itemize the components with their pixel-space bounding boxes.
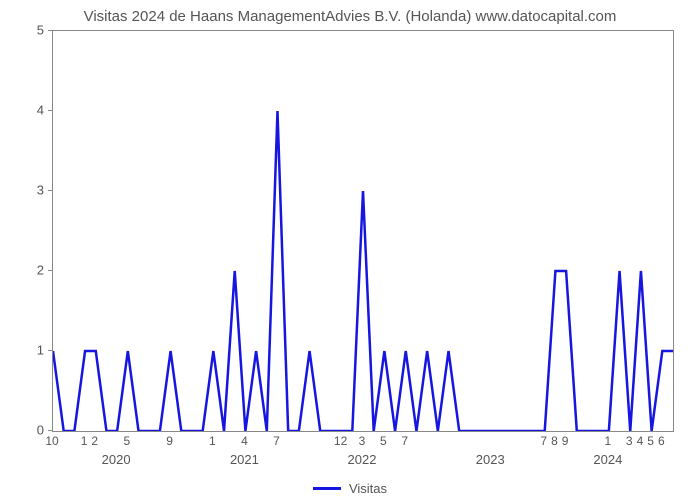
x-tick-label: 4 <box>637 434 644 448</box>
y-tick-label: 2 <box>37 263 44 278</box>
y-tick-mark <box>48 30 52 31</box>
x-tick-label: 5 <box>647 434 654 448</box>
x-tick-label: 2 <box>91 434 98 448</box>
x-tick-label: 4 <box>241 434 248 448</box>
x-tick-label: 9 <box>562 434 569 448</box>
line-chart-svg <box>53 31 673 431</box>
x-tick-label: 6 <box>658 434 665 448</box>
x-tick-label: 1 <box>81 434 88 448</box>
y-tick-label: 4 <box>37 103 44 118</box>
x-year-label: 2023 <box>476 452 505 467</box>
chart-container: Visitas 2024 de Haans ManagementAdvies B… <box>0 0 700 500</box>
legend-label: Visitas <box>349 481 387 496</box>
y-tick-label: 1 <box>37 343 44 358</box>
legend-line-swatch <box>313 487 341 490</box>
x-tick-label: 12 <box>334 434 347 448</box>
x-year-label: 2021 <box>230 452 259 467</box>
y-tick-mark <box>48 110 52 111</box>
x-tick-label: 1 <box>605 434 612 448</box>
x-year-label: 2020 <box>102 452 131 467</box>
y-tick-label: 0 <box>37 423 44 438</box>
x-tick-label: 8 <box>551 434 558 448</box>
chart-title: Visitas 2024 de Haans ManagementAdvies B… <box>0 0 700 25</box>
y-tick-mark <box>48 270 52 271</box>
x-tick-label: 7 <box>540 434 547 448</box>
legend: Visitas <box>313 481 387 496</box>
x-year-label: 2024 <box>593 452 622 467</box>
y-tick-label: 3 <box>37 183 44 198</box>
x-tick-label: 5 <box>380 434 387 448</box>
x-tick-label: 3 <box>626 434 633 448</box>
y-tick-mark <box>48 430 52 431</box>
x-tick-label: 1 <box>209 434 216 448</box>
x-tick-label: 7 <box>273 434 280 448</box>
x-year-label: 2022 <box>348 452 377 467</box>
x-tick-label: 9 <box>166 434 173 448</box>
x-tick-label: 10 <box>45 434 58 448</box>
x-tick-label: 5 <box>123 434 130 448</box>
y-tick-mark <box>48 190 52 191</box>
y-tick-label: 5 <box>37 23 44 38</box>
x-tick-label: 3 <box>359 434 366 448</box>
x-tick-label: 7 <box>401 434 408 448</box>
plot-area <box>52 30 674 432</box>
y-tick-mark <box>48 350 52 351</box>
